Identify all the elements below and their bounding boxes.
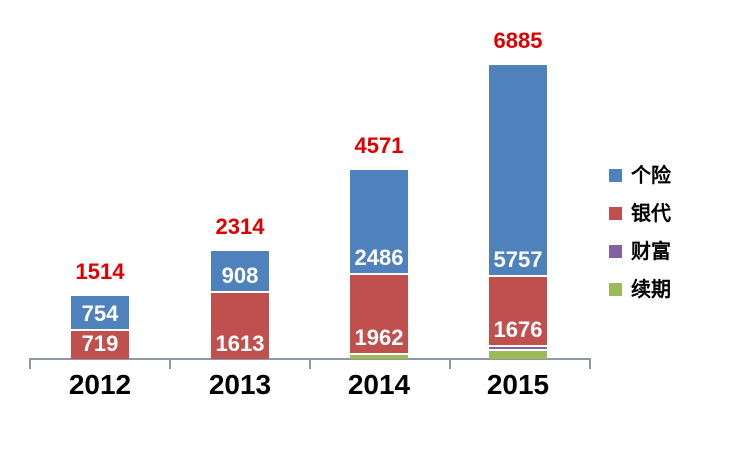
segment-value-label: 1676 — [493, 317, 543, 342]
x-label-2013: 2013 — [208, 369, 272, 400]
x-axis-tick — [309, 358, 311, 369]
segment-value-label: 5757 — [493, 247, 543, 272]
bar-2013-segment-bancassurance: 1613 — [211, 291, 269, 359]
x-axis-tick — [169, 358, 171, 369]
segment-value-label: 908 — [221, 263, 259, 288]
bar-2015-segment-bancassurance: 1676 — [489, 275, 547, 345]
total-label-2015: 6885 — [493, 28, 543, 53]
bar-2015: 5757 1676 — [489, 65, 547, 359]
bar-2012: 754 719 — [71, 296, 129, 359]
bar-2012-segment-individual: 754 — [71, 296, 129, 329]
legend-swatch-wealth — [609, 245, 622, 258]
legend-label-wealth: 财富 — [631, 240, 671, 263]
bar-2013: 908 1613 — [211, 251, 269, 359]
bar-2015-segment-renewal — [489, 349, 547, 359]
total-label-2014: 4571 — [354, 133, 404, 158]
bar-2014: 2486 1962 — [350, 170, 408, 359]
legend: 个险 银代 财富 续期 — [609, 165, 671, 317]
total-label-2013: 2314 — [215, 214, 265, 239]
legend-item-renewal: 续期 — [609, 279, 671, 300]
x-axis-tick — [29, 358, 31, 369]
segment-value-label: 1613 — [215, 331, 265, 356]
legend-item-individual: 个险 — [609, 165, 671, 186]
segment-value-label: 719 — [81, 331, 119, 356]
legend-swatch-bancassurance — [609, 207, 622, 220]
bar-2015-segment-individual: 5757 — [489, 65, 547, 275]
legend-swatch-renewal — [609, 283, 622, 296]
total-label-2012: 1514 — [75, 259, 125, 284]
legend-item-bancassurance: 银代 — [609, 203, 671, 224]
x-label-2012: 2012 — [68, 369, 132, 400]
x-label-2015: 2015 — [486, 369, 550, 400]
bar-2014-segment-individual: 2486 — [350, 170, 408, 273]
x-axis-tick — [449, 358, 451, 369]
legend-label-bancassurance: 银代 — [631, 202, 671, 225]
legend-swatch-individual — [609, 169, 622, 182]
bar-2014-segment-renewal — [350, 353, 408, 359]
bar-2014-segment-bancassurance: 1962 — [350, 273, 408, 353]
segment-value-label: 2486 — [354, 245, 404, 270]
x-label-2014: 2014 — [347, 369, 411, 400]
x-axis-tick — [589, 358, 591, 369]
legend-item-wealth: 财富 — [609, 241, 671, 262]
legend-label-individual: 个险 — [631, 164, 671, 187]
legend-label-renewal: 续期 — [631, 278, 671, 301]
segment-value-label: 1962 — [354, 325, 404, 350]
bar-2015-segment-wealth — [489, 345, 547, 349]
bar-2013-segment-individual: 908 — [211, 251, 269, 291]
bar-2012-segment-bancassurance: 719 — [71, 329, 129, 359]
segment-value-label: 754 — [81, 301, 119, 326]
